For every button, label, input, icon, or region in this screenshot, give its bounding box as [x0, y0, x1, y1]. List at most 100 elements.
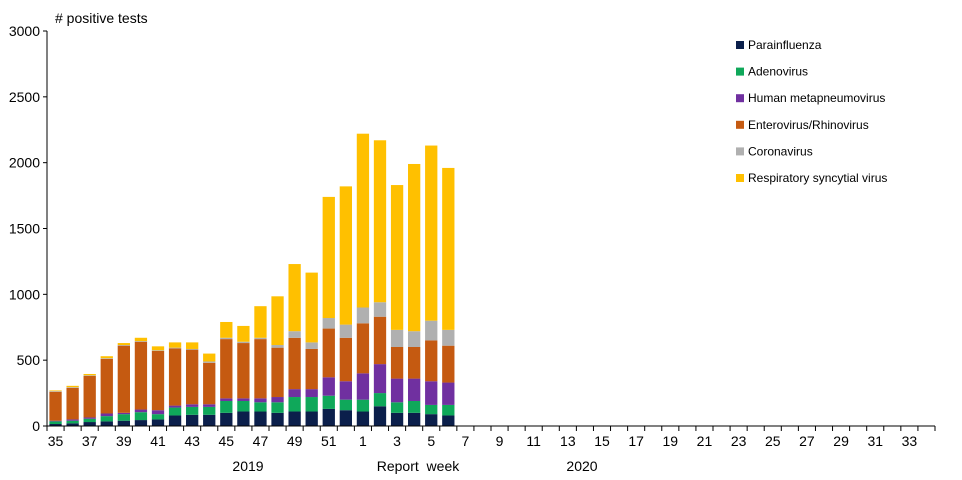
- bar-segment-human-metapneumovirus: [305, 389, 318, 398]
- bar-segment-coronavirus: [425, 320, 438, 341]
- bar-segment-parainfluenza: [168, 415, 182, 426]
- bar-segment-human-metapneumovirus: [442, 382, 455, 405]
- bar-segment-adenovirus: [117, 414, 130, 421]
- x-tick-label: 19: [663, 433, 679, 449]
- legend-swatch: [736, 147, 744, 156]
- bar-segment-coronavirus: [151, 350, 165, 351]
- bar-segment-human-metapneumovirus: [373, 364, 387, 394]
- bar-segment-human-metapneumovirus: [49, 420, 62, 422]
- bar-segment-respiratory-syncytial-virus: [408, 163, 421, 332]
- bar-segment-human-metapneumovirus: [151, 410, 165, 415]
- bar-segment-respiratory-syncytial-virus: [442, 167, 455, 330]
- bar-segment-human-metapneumovirus: [220, 398, 233, 401]
- bar-segment-parainfluenza: [151, 419, 165, 426]
- x-tick-label: 3: [393, 433, 401, 449]
- bar-segment-adenovirus: [271, 402, 284, 413]
- legend-swatch: [736, 41, 744, 49]
- legend-label: Enterovirus/Rhinovirus: [748, 118, 869, 132]
- legend-swatch: [736, 94, 744, 103]
- bar-segment-parainfluenza: [356, 411, 370, 426]
- bar-segment-respiratory-syncytial-virus: [186, 342, 199, 349]
- bar-segment-adenovirus: [151, 414, 165, 420]
- x-tick-label: 33: [902, 433, 918, 449]
- bar-segment-respiratory-syncytial-virus: [220, 321, 233, 338]
- bar-segment-respiratory-syncytial-virus: [237, 325, 250, 342]
- legend-swatch: [736, 174, 744, 182]
- bar-segment-coronavirus: [271, 345, 284, 348]
- x-tick-label: 39: [116, 433, 132, 449]
- bar-segment-human-metapneumovirus: [83, 417, 96, 419]
- bar-segment-respiratory-syncytial-virus: [373, 140, 387, 303]
- bar-segment-coronavirus: [186, 348, 199, 350]
- x-tick-label: 41: [150, 433, 166, 449]
- bar-segment-respiratory-syncytial-virus: [339, 186, 352, 325]
- bar-segment-human-metapneumovirus: [339, 381, 352, 400]
- bar-segment-adenovirus: [83, 418, 96, 423]
- y-axis-title: # positive tests: [55, 10, 148, 26]
- bar-segment-adenovirus: [100, 416, 113, 422]
- bar-segment-parainfluenza: [83, 422, 96, 426]
- bar-segment-adenovirus: [66, 420, 79, 424]
- legend-swatch: [736, 67, 744, 76]
- bar-segment-adenovirus: [322, 395, 335, 409]
- x-tick-label: 21: [697, 433, 713, 449]
- bar-segment-adenovirus: [305, 397, 318, 412]
- bar-segment-coronavirus: [288, 331, 301, 338]
- x-tick-label: 23: [731, 433, 747, 449]
- bar-segment-parainfluenza: [237, 411, 250, 426]
- bar-segment-human-metapneumovirus: [117, 412, 130, 415]
- bar-segment-parainfluenza: [390, 412, 404, 426]
- x-axis: 35 37 39 41 43 45 47 49 51 1 3 5 7 9 11 13 15 17 19 21 23 25 2…: [46, 425, 936, 449]
- x-tick-label: 15: [594, 433, 610, 449]
- bar-segment-human-metapneumovirus: [100, 413, 113, 417]
- bar-segment-adenovirus: [49, 421, 62, 425]
- bar-segment-human-metapneumovirus: [66, 419, 79, 421]
- bar-segment-parainfluenza: [425, 414, 438, 426]
- bar-segment-enterovirus-rhinovirus: [203, 362, 216, 405]
- bar-segment-adenovirus: [186, 406, 199, 415]
- bar-segment-coronavirus: [442, 329, 455, 346]
- bar-segment-parainfluenza: [373, 406, 387, 426]
- bar-segment-adenovirus: [237, 400, 250, 412]
- bar-segment-human-metapneumovirus: [322, 377, 335, 396]
- bar-segment-adenovirus: [254, 402, 267, 412]
- legend-label: Adenovirus: [748, 65, 808, 79]
- bar-segment-adenovirus: [168, 407, 182, 416]
- bar-segment-coronavirus: [168, 347, 182, 349]
- bar-segment-enterovirus-rhinovirus: [83, 375, 96, 418]
- bar-segment-human-metapneumovirus: [271, 397, 284, 403]
- bar-segment-parainfluenza: [305, 411, 318, 426]
- bar-segment-coronavirus: [117, 345, 130, 346]
- legend-label: Coronavirus: [748, 144, 813, 158]
- bar-segment-coronavirus: [408, 331, 421, 347]
- bar-segment-respiratory-syncytial-virus: [322, 196, 335, 319]
- bar-segment-respiratory-syncytial-virus: [425, 145, 438, 321]
- x-tick-label: 27: [799, 433, 815, 449]
- bar-segment-enterovirus-rhinovirus: [305, 348, 318, 390]
- bar-segment-coronavirus: [305, 342, 318, 349]
- bar-segment-parainfluenza: [271, 412, 284, 426]
- bar-segment-enterovirus-rhinovirus: [356, 323, 370, 374]
- bar-segment-respiratory-syncytial-virus: [390, 185, 404, 330]
- bar-segment-enterovirus-rhinovirus: [151, 350, 165, 411]
- bar-segment-adenovirus: [203, 406, 216, 415]
- bar-segment-coronavirus: [339, 324, 352, 338]
- bar-segment-adenovirus: [134, 412, 148, 421]
- bar-segment-enterovirus-rhinovirus: [117, 345, 130, 413]
- bar-segment-enterovirus-rhinovirus: [425, 340, 438, 382]
- legend-label: Parainfluenza: [748, 38, 822, 52]
- y-tick-label: 1000: [9, 286, 40, 302]
- x-tick-label: 45: [219, 433, 235, 449]
- bar-segment-respiratory-syncytial-virus: [151, 346, 165, 351]
- bar-segment-enterovirus-rhinovirus: [134, 341, 148, 410]
- bar-segment-coronavirus: [83, 375, 96, 376]
- bar-segment-coronavirus: [373, 302, 387, 317]
- bar-segment-enterovirus-rhinovirus: [288, 337, 301, 390]
- bar-segment-respiratory-syncytial-virus: [288, 264, 301, 332]
- x-tick-label: 25: [765, 433, 781, 449]
- bar-segment-enterovirus-rhinovirus: [100, 358, 113, 414]
- bar-segment-human-metapneumovirus: [237, 398, 250, 401]
- bar-segment-coronavirus: [66, 387, 79, 388]
- legend-label: Respiratory syncytial virus: [748, 171, 887, 185]
